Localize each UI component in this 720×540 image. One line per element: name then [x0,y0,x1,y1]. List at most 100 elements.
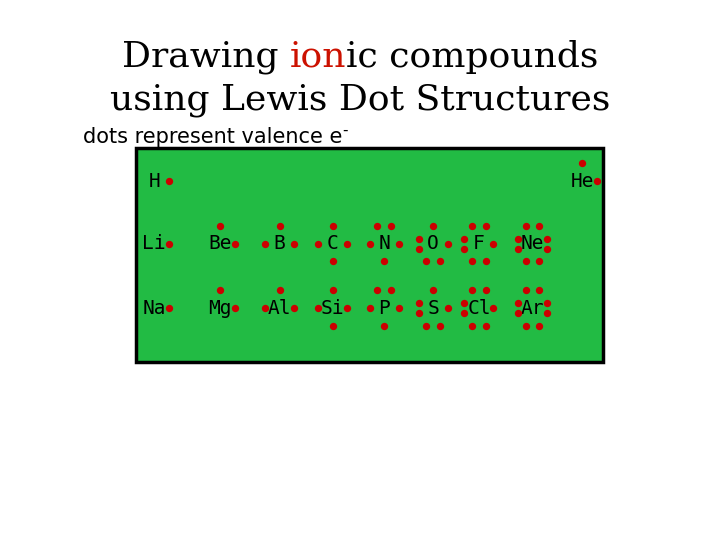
Text: Al: Al [268,299,292,318]
Text: O: O [427,234,439,253]
Point [520,322,531,330]
Point [259,239,271,248]
Text: S: S [427,299,439,318]
Point [520,221,531,230]
Point [312,239,324,248]
Point [520,286,531,294]
Point [442,239,454,248]
Text: using Lewis Dot Structures: using Lewis Dot Structures [110,83,610,117]
Point [577,159,588,167]
Point [393,239,405,248]
Point [420,257,432,266]
Point [541,299,553,307]
Point [534,257,545,266]
Point [480,322,491,330]
Point [163,177,174,186]
Text: C: C [327,234,338,253]
Point [459,309,470,318]
Point [274,286,286,294]
Point [512,244,523,253]
Point [341,239,353,248]
Point [534,221,545,230]
Point [364,239,375,248]
Point [534,322,545,330]
Point [163,239,174,248]
Point [413,234,424,243]
Point [327,221,338,230]
Point [534,286,545,294]
Point [289,303,300,312]
Point [413,309,424,318]
Point [372,286,383,294]
Text: Ar: Ar [521,299,544,318]
Point [413,244,424,253]
Text: dots represent valence e: dots represent valence e [83,126,342,147]
Point [229,239,240,248]
Text: F: F [473,234,485,253]
Point [541,309,553,318]
Point [434,257,446,266]
Text: He: He [570,172,594,191]
Point [467,221,478,230]
Point [385,286,397,294]
Point [420,322,432,330]
Point [487,303,499,312]
Point [413,299,424,307]
Point [378,322,390,330]
Text: B: B [274,234,286,253]
Text: Be: Be [208,234,232,253]
Point [520,257,531,266]
Point [364,303,375,312]
Point [512,299,523,307]
Point [341,303,353,312]
Point [442,303,454,312]
Point [215,286,226,294]
Point [327,322,338,330]
Text: ic compounds: ic compounds [346,40,598,73]
Point [459,299,470,307]
FancyBboxPatch shape [136,148,603,362]
Point [215,221,226,230]
Point [467,257,478,266]
Text: -: - [342,123,348,138]
Point [312,303,324,312]
Point [274,221,286,230]
Point [229,303,240,312]
Point [512,309,523,318]
Text: Mg: Mg [208,299,232,318]
Point [393,303,405,312]
Text: H: H [148,172,160,191]
Point [480,257,491,266]
Point [289,239,300,248]
Point [487,239,499,248]
Point [512,234,523,243]
Point [480,286,491,294]
Text: P: P [378,299,390,318]
Point [428,286,439,294]
Text: Ne: Ne [521,234,544,253]
Text: ion: ion [289,40,346,73]
Text: N: N [378,234,390,253]
Text: Na: Na [143,299,166,318]
Text: Cl: Cl [467,299,490,318]
Point [259,303,271,312]
Text: Li: Li [143,234,166,253]
Point [385,221,397,230]
Point [434,322,446,330]
Point [327,257,338,266]
Text: Drawing: Drawing [122,40,289,73]
Point [591,177,603,186]
Point [541,244,553,253]
Point [480,221,491,230]
Point [428,221,439,230]
Point [467,286,478,294]
Point [467,322,478,330]
Point [459,244,470,253]
Point [327,286,338,294]
Point [541,234,553,243]
Text: Si: Si [321,299,344,318]
Point [459,234,470,243]
Point [163,303,174,312]
Point [372,221,383,230]
Point [378,257,390,266]
